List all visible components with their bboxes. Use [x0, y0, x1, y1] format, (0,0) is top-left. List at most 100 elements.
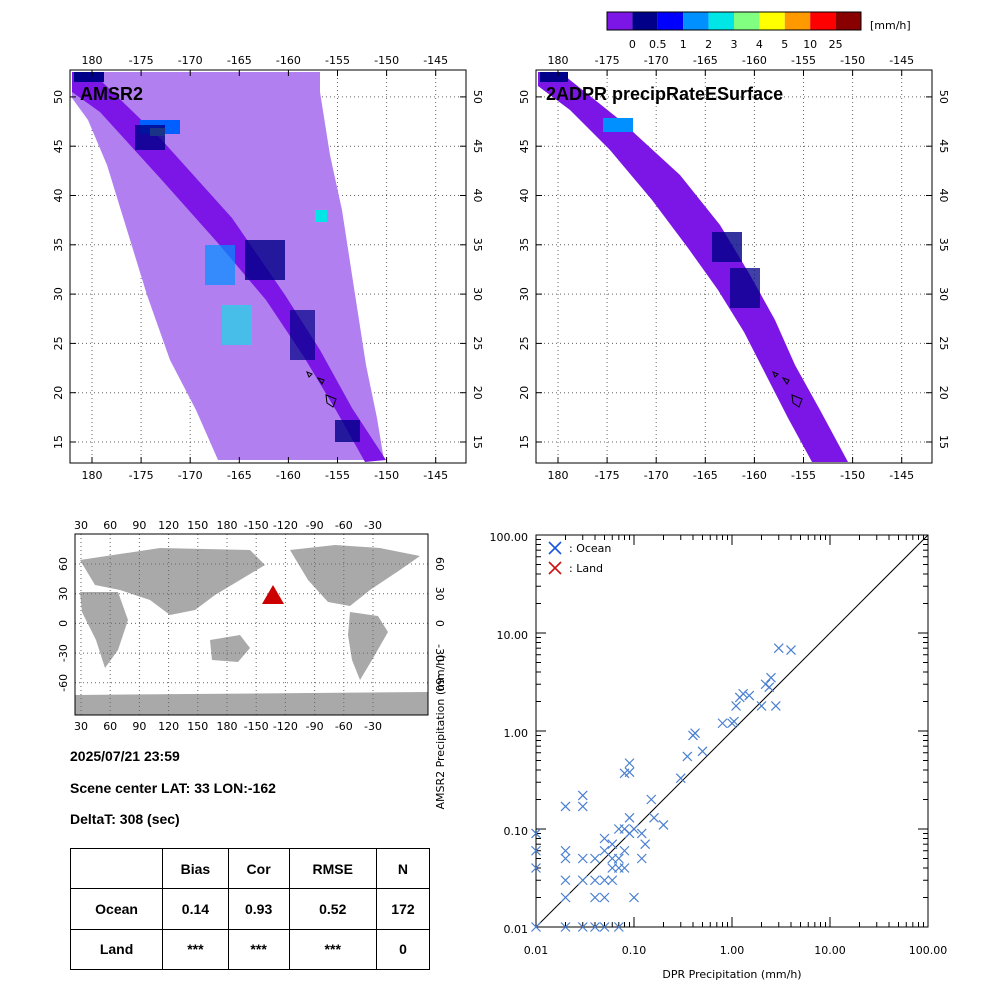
map-left-lat-label: 40 — [52, 189, 65, 203]
scatter-point — [640, 839, 651, 850]
map-bottom-lon-label: -155 — [325, 469, 350, 482]
map-left-lat-label: 45 — [52, 139, 65, 153]
map-bottom-lon-label: -150 — [840, 469, 865, 482]
scatter-point — [531, 828, 541, 839]
colorbar-swatch — [632, 12, 658, 30]
table-header-cell: N — [375, 847, 431, 890]
world-top-lon-label: 180 — [217, 519, 238, 532]
map-top-lon-label: -145 — [889, 54, 914, 67]
map-bottom-lon-label: -160 — [276, 469, 301, 482]
world-grid — [75, 534, 428, 715]
x-tick-label: 0.01 — [524, 944, 549, 957]
scatter-point — [624, 758, 635, 769]
scatter-legend: : Ocean: Land — [548, 541, 611, 575]
scatter-x-label: DPR Precipitation (mm/h) — [662, 968, 801, 981]
scatter-point — [560, 892, 571, 903]
scatter-point — [577, 801, 588, 812]
scatter-point — [607, 875, 618, 886]
map-bottom-lon-label: -155 — [791, 469, 816, 482]
x-tick-label: 10.00 — [814, 944, 846, 957]
scatter-point — [590, 853, 600, 864]
scatter-point — [764, 682, 775, 693]
colorbar-swatch — [683, 12, 709, 30]
precip-cell — [290, 310, 315, 360]
scatter-points — [531, 643, 796, 932]
scatter-point — [590, 892, 600, 903]
map-right-lat-label: 30 — [937, 287, 950, 301]
map-axis-ticks: 180 180 -175 -175 -170 -170 -165 -165 -160 -160 -1… — [518, 54, 950, 482]
map-top-lon-label: 180 — [82, 54, 103, 67]
map-bottom-lon-label: -175 — [129, 469, 154, 482]
colorbar-unit-label: [mm/h] — [870, 19, 911, 32]
map-bottom-lon-label: 180 — [548, 469, 569, 482]
australia-shape — [210, 635, 250, 662]
colorbar-swatch — [708, 12, 734, 30]
africa-shape — [80, 592, 128, 668]
colorbar-swatch — [810, 12, 836, 30]
world-bottom-lon-label: -60 — [335, 720, 353, 733]
scatter-point — [560, 875, 571, 886]
map-right-lat-label: 45 — [937, 139, 950, 153]
scatter-point — [738, 688, 749, 699]
legend-marker — [548, 561, 562, 575]
world-bottom-lon-label: 180 — [217, 720, 238, 733]
world-locator-map: 30 60 90 120 150 180 -150 -120 -90 -60 -30 30 60 90 12… — [57, 519, 446, 733]
table-cell: *** — [227, 928, 290, 971]
world-top-lon-label: 90 — [132, 519, 146, 532]
scatter-axes: 0.01 0.10 1.00 10.00 100.00 0.01 0.10 1.00 10.00… — [490, 531, 948, 957]
table-cell: 0.52 — [288, 888, 377, 930]
scatter-point — [577, 853, 588, 864]
world-right-lat-label: -30 — [433, 644, 446, 662]
map-bottom-lon-label: -175 — [595, 469, 620, 482]
hawaii-islands — [772, 371, 803, 408]
amsr2-map-panel: 180 180 -175 -175 -170 -170 -165 -165 -160 -160 -1… — [52, 54, 484, 482]
map-top-lon-label: -175 — [595, 54, 620, 67]
table-cell: 0.14 — [162, 888, 229, 930]
colorbar-swatch — [734, 12, 760, 30]
colorbar-tick-label: 2 — [705, 38, 712, 51]
table-cell: *** — [288, 928, 377, 971]
scatter-point — [786, 645, 796, 655]
table-header-cell: Bias — [162, 847, 229, 890]
scatter-point — [531, 845, 541, 856]
colorbar-tick-label: 5 — [781, 38, 788, 51]
scatter-y-label: AMSR2 Precipitation (mm/h) — [434, 654, 447, 809]
dpr-swath — [538, 72, 848, 462]
map-top-lon-label: -150 — [374, 54, 399, 67]
table-row: Ocean 0.14 0.93 0.52 172 — [69, 888, 431, 930]
scatter-point — [577, 875, 588, 886]
scatter-point — [599, 892, 610, 903]
map-frame — [69, 69, 467, 464]
south-america-shape — [348, 612, 388, 680]
table-header-cell: RMSE — [288, 847, 377, 890]
world-top-lon-label: 120 — [158, 519, 179, 532]
one-to-one-line — [535, 534, 929, 928]
dpr-map-panel: 180 180 -175 -175 -170 -170 -165 -165 -160 -160 -1… — [518, 54, 950, 482]
scatter-point — [619, 845, 630, 856]
table-header-cell: Cor — [227, 847, 290, 890]
precip-cell — [135, 125, 165, 150]
scatter-point — [599, 875, 610, 886]
y-tick-label: 0.10 — [504, 825, 529, 838]
colorbar: 0 0.5 1 2 3 4 5 10 25 — [606, 11, 862, 51]
scene-datetime: 2025/07/21 23:59 — [70, 748, 180, 764]
world-bottom-lon-label: 30 — [74, 720, 88, 733]
scatter-point — [636, 853, 647, 864]
world-bottom-lon-label: -150 — [244, 720, 269, 733]
map-top-lon-label: -170 — [178, 54, 203, 67]
colorbar-swatch — [607, 12, 633, 30]
precip-cell — [245, 240, 285, 280]
scatter-point — [590, 922, 600, 932]
world-top-lon-label: -120 — [273, 519, 298, 532]
scatter-point — [619, 863, 630, 873]
scatter-point — [560, 845, 571, 856]
colorbar-tick-label: 25 — [829, 38, 843, 51]
colorbar-swatch — [657, 12, 684, 30]
world-top-lon-label: -150 — [244, 519, 269, 532]
scatter-point — [613, 922, 624, 932]
map-right-lat-label: 15 — [471, 435, 484, 449]
y-tick-label: 1.00 — [504, 727, 529, 740]
world-left-lat-label: -30 — [57, 644, 70, 662]
map-title: AMSR2 — [80, 84, 143, 104]
map-axis-ticks: 180 180 -175 -175 -170 -170 -165 -165 -160 -160 -1… — [52, 54, 484, 482]
